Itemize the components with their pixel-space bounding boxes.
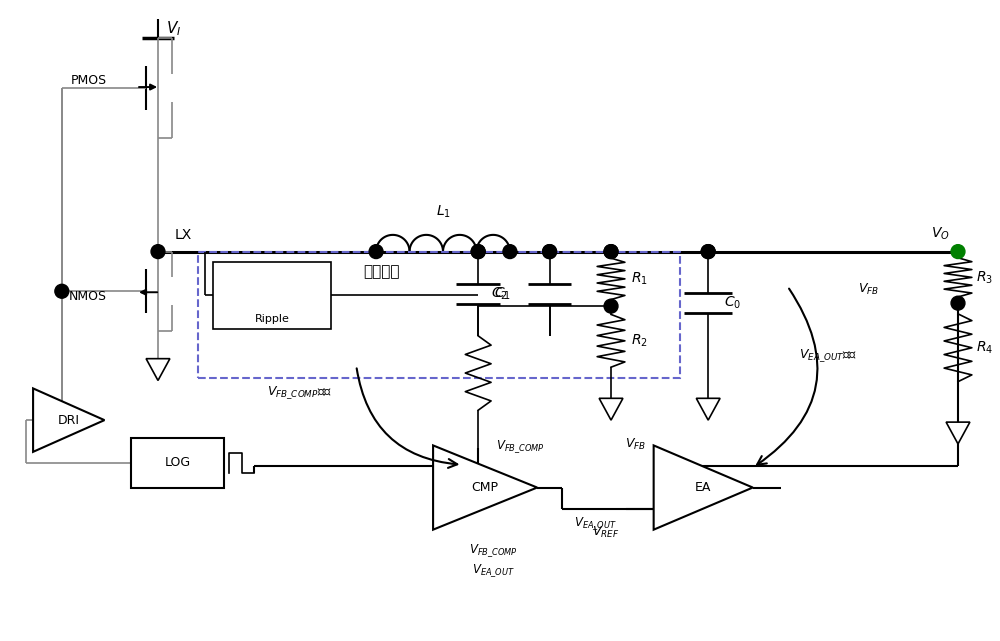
Text: $R_2$: $R_2$: [631, 333, 648, 349]
Text: NMOS: NMOS: [68, 290, 106, 303]
Text: $V_{FB\_COMP}$环路: $V_{FB\_COMP}$环路: [267, 384, 332, 401]
Polygon shape: [599, 398, 623, 420]
Text: $V_{FB}$: $V_{FB}$: [625, 437, 646, 452]
Circle shape: [604, 245, 618, 258]
Text: $C_0$: $C_0$: [724, 295, 741, 312]
Text: EA: EA: [695, 481, 711, 494]
Circle shape: [471, 245, 485, 258]
Text: $V_O$: $V_O$: [931, 225, 950, 242]
Text: $V_{FB\_COMP}$: $V_{FB\_COMP}$: [469, 542, 517, 559]
Polygon shape: [146, 359, 170, 381]
Text: 反馈电路: 反馈电路: [363, 265, 399, 279]
FancyBboxPatch shape: [213, 262, 331, 329]
Text: $V_{EA\_OUT}$环路: $V_{EA\_OUT}$环路: [799, 347, 858, 364]
Circle shape: [151, 245, 165, 258]
Text: LX: LX: [175, 228, 192, 242]
Text: $V_{FB\_COMP}$: $V_{FB\_COMP}$: [496, 438, 545, 454]
Text: $V_{FB}$: $V_{FB}$: [858, 282, 879, 297]
Text: DRI: DRI: [58, 413, 80, 427]
Text: $C_2$: $C_2$: [491, 285, 508, 302]
Text: PMOS: PMOS: [70, 74, 106, 87]
Circle shape: [604, 245, 618, 258]
Circle shape: [543, 245, 557, 258]
Polygon shape: [946, 422, 970, 444]
Circle shape: [543, 245, 557, 258]
Polygon shape: [433, 445, 537, 529]
Text: $R_1$: $R_1$: [631, 271, 648, 287]
Text: $V_{EA\_OUT}$: $V_{EA\_OUT}$: [574, 515, 617, 532]
Text: $V_I$: $V_I$: [166, 19, 181, 38]
Polygon shape: [696, 398, 720, 420]
Circle shape: [369, 245, 383, 258]
Text: $V_{REF}$: $V_{REF}$: [592, 525, 619, 540]
Text: $C_1$: $C_1$: [494, 285, 511, 302]
Text: $R_4$: $R_4$: [976, 340, 993, 356]
Circle shape: [471, 245, 485, 258]
Circle shape: [701, 245, 715, 258]
Polygon shape: [33, 388, 104, 452]
Polygon shape: [654, 445, 753, 529]
FancyBboxPatch shape: [131, 438, 224, 488]
Circle shape: [701, 245, 715, 258]
Circle shape: [951, 296, 965, 310]
Text: $V_{EA\_OUT}$: $V_{EA\_OUT}$: [472, 562, 515, 579]
Circle shape: [604, 299, 618, 313]
Text: LOG: LOG: [165, 456, 191, 469]
FancyArrowPatch shape: [357, 369, 457, 468]
Text: $L_1$: $L_1$: [436, 203, 450, 220]
Text: CMP: CMP: [472, 481, 499, 494]
Text: Ripple: Ripple: [255, 314, 289, 324]
Circle shape: [55, 285, 69, 298]
FancyArrowPatch shape: [757, 288, 817, 465]
Circle shape: [951, 245, 965, 258]
Text: $R_3$: $R_3$: [976, 269, 993, 286]
Circle shape: [503, 245, 517, 258]
